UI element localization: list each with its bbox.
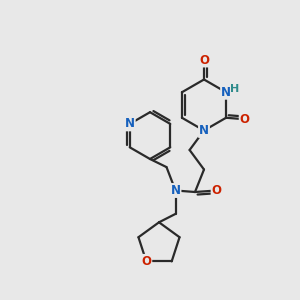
Text: N: N [199, 124, 209, 137]
Text: O: O [240, 113, 250, 126]
Text: H: H [230, 84, 239, 94]
Text: O: O [212, 184, 222, 197]
Text: N: N [221, 86, 231, 99]
Text: O: O [199, 53, 209, 67]
Text: N: N [170, 184, 181, 197]
Text: O: O [141, 255, 151, 268]
Text: N: N [125, 117, 135, 130]
